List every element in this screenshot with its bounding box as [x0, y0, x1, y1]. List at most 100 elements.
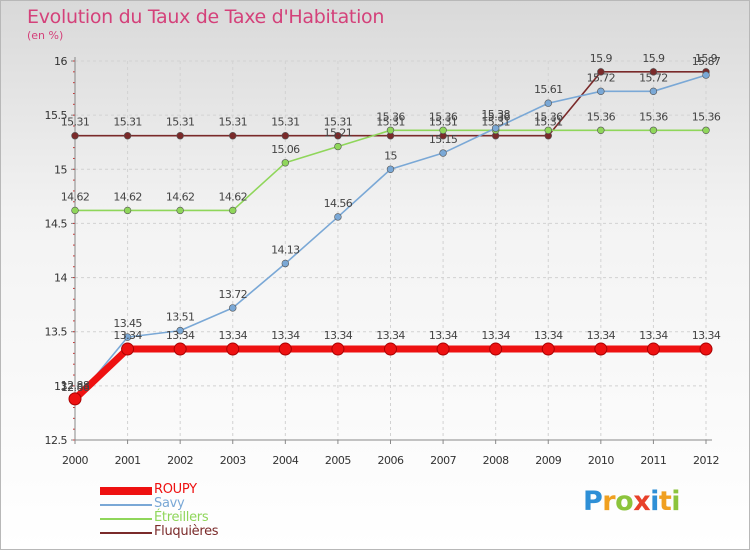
data-point-etreillers: [439, 126, 447, 135]
logo-letter: t: [658, 486, 672, 517]
x-tick-label: 2002: [167, 454, 193, 467]
data-label-etreillers: 15.36: [534, 110, 563, 123]
data-label-etreillers: 15.06: [271, 143, 300, 156]
data-point-etreillers: [649, 126, 658, 135]
data-point-fluquieres: [71, 132, 79, 140]
legend-label: Savy: [154, 496, 185, 511]
data-point-roupy: [226, 342, 240, 356]
chart-title: Evolution du Taux de Taxe d'Habitation: [27, 6, 385, 28]
data-label-savy: 13.72: [219, 288, 248, 301]
data-label-fluquieres: 15.9: [695, 52, 718, 65]
data-point-etreillers: [597, 126, 605, 135]
data-label-savy: 15.72: [639, 71, 668, 84]
x-tick-label: 2011: [640, 454, 666, 467]
data-label-fluquieres: 15.31: [376, 116, 405, 129]
data-point-etreillers: [229, 206, 237, 215]
data-point-fluquieres: [229, 132, 237, 140]
data-label-roupy: 13.34: [376, 329, 405, 342]
data-label-savy: 14.13: [271, 243, 300, 256]
data-point-roupy: [436, 342, 450, 356]
data-label-fluquieres: 15.31: [271, 116, 300, 129]
proxiti-logo: Proxiti: [583, 486, 681, 517]
data-label-savy: 15.61: [534, 83, 563, 96]
data-point-savy: [439, 149, 447, 157]
data-label-savy: 12.86: [61, 381, 90, 394]
data-label-savy: 14.56: [324, 197, 353, 210]
data-point-fluquieres: [281, 132, 290, 140]
x-tick-label: 2005: [325, 454, 351, 467]
data-label-fluquieres: 15.9: [642, 52, 665, 65]
data-label-etreillers: 14.62: [166, 190, 195, 203]
data-label-savy: 13.45: [113, 317, 142, 330]
data-label-fluquieres: 15.31: [219, 116, 248, 129]
series-layer: [68, 68, 713, 406]
legend-label: Étreillers: [154, 510, 209, 525]
data-point-roupy: [646, 342, 660, 356]
data-point-fluquieres: [334, 132, 342, 140]
data-label-roupy: 13.34: [639, 329, 668, 342]
data-label-fluquieres: 15.31: [534, 116, 563, 129]
data-label-layer: 15.31 15.31 15.31 15.31 15.31 15.31 15.31 15.31…: [61, 52, 722, 394]
data-point-etreillers: [123, 206, 132, 215]
legend-label: Fluquières: [154, 524, 219, 539]
data-point-savy: [491, 124, 500, 132]
data-point-fluquieres: [123, 132, 132, 140]
y-tick-label: 15: [54, 163, 67, 176]
x-tick-label: 2010: [588, 454, 614, 467]
data-point-savy: [123, 333, 132, 341]
data-point-roupy: [541, 342, 555, 356]
data-label-roupy: 13.34: [219, 329, 248, 342]
data-point-savy: [281, 259, 290, 268]
x-tick-label: 2008: [483, 454, 509, 467]
data-label-fluquieres: 15.9: [590, 52, 613, 65]
data-point-fluquieres: [597, 68, 605, 76]
x-tick-label: 2001: [115, 454, 141, 467]
data-point-fluquieres: [176, 132, 184, 140]
data-point-roupy: [121, 342, 135, 356]
data-label-etreillers: 15.36: [481, 110, 510, 123]
data-label-etreillers: 14.62: [61, 190, 90, 203]
x-tick-label: 2003: [220, 454, 246, 467]
data-point-roupy: [331, 342, 345, 356]
data-label-fluquieres: 15.31: [61, 116, 90, 129]
data-label-savy: 13.51: [166, 311, 195, 324]
data-point-etreillers: [281, 159, 290, 167]
data-label-etreillers: 14.62: [113, 190, 142, 203]
data-label-etreillers: 15.36: [376, 110, 405, 123]
data-label-fluquieres: 15.31: [481, 116, 510, 129]
data-point-roupy: [699, 342, 713, 356]
x-tick-label: 2000: [62, 454, 88, 467]
data-point-savy: [597, 87, 605, 96]
data-label-etreillers: 15.36: [587, 110, 616, 123]
data-label-roupy: 13.34: [324, 329, 353, 342]
y-tick-label: 13.5: [45, 326, 68, 339]
logo-letter: i: [671, 486, 681, 517]
x-tick-label: 2009: [535, 454, 561, 467]
data-label-roupy: 13.34: [534, 329, 563, 342]
legend-swatch: [100, 532, 152, 534]
data-point-roupy: [594, 342, 608, 356]
x-tick-label: 2006: [378, 454, 404, 467]
data-label-roupy: 13.34: [166, 329, 195, 342]
data-point-roupy: [173, 342, 187, 356]
y-tick-label: 14: [54, 272, 67, 285]
data-point-savy: [544, 99, 552, 107]
data-label-fluquieres: 15.31: [324, 116, 353, 129]
logo-letter: o: [615, 486, 634, 517]
x-tick-label: 2012: [693, 454, 719, 467]
data-point-etreillers: [71, 206, 79, 215]
data-label-roupy: 13.34: [271, 329, 300, 342]
y-tick-label: 13: [54, 380, 67, 393]
data-point-roupy: [489, 342, 503, 356]
data-label-fluquieres: 15.31: [113, 116, 142, 129]
logo-letter: r: [602, 486, 616, 517]
data-label-etreillers: 14.62: [219, 190, 248, 203]
data-point-roupy: [278, 342, 292, 356]
logo-letter: P: [583, 486, 603, 517]
data-label-savy: 15.72: [587, 71, 616, 84]
unit-label: (en %): [27, 29, 64, 42]
data-point-savy: [702, 71, 710, 79]
data-point-etreillers: [176, 206, 184, 215]
data-label-etreillers: 15.21: [324, 127, 353, 140]
